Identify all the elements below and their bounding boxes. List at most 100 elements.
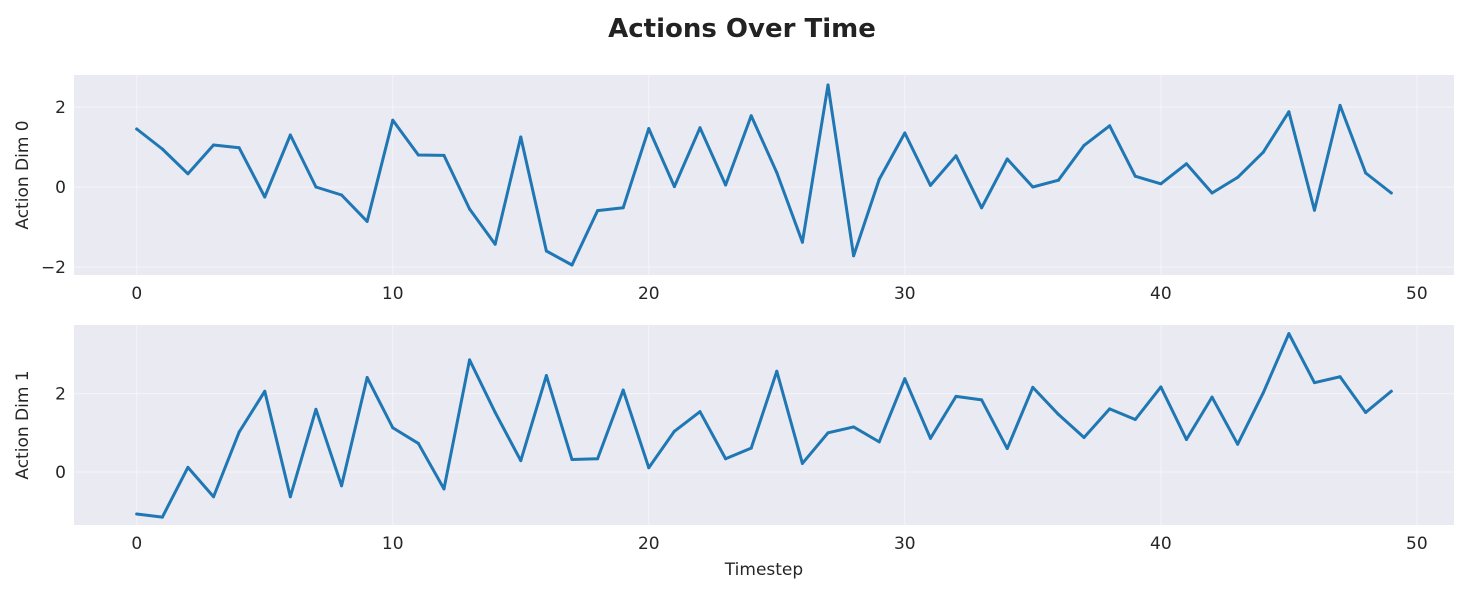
data-point xyxy=(237,430,241,434)
data-point xyxy=(1108,407,1112,411)
data-point xyxy=(1082,436,1086,440)
plot-area xyxy=(74,325,1454,525)
data-point xyxy=(1184,438,1188,442)
data-point xyxy=(596,457,600,461)
data-point xyxy=(775,171,779,175)
data-point xyxy=(1056,412,1060,416)
data-point xyxy=(826,431,830,435)
data-point xyxy=(1159,385,1163,389)
data-point xyxy=(903,131,907,135)
data-point xyxy=(519,135,523,139)
data-point xyxy=(314,407,318,411)
data-point xyxy=(852,425,856,429)
data-point xyxy=(928,436,932,440)
data-point xyxy=(980,398,984,402)
data-point xyxy=(570,458,574,462)
data-point xyxy=(314,185,318,189)
data-point xyxy=(877,440,881,444)
figure-title: Actions Over Time xyxy=(608,14,876,44)
data-point xyxy=(135,127,139,131)
data-point xyxy=(1210,191,1214,195)
data-point xyxy=(980,206,984,210)
data-point xyxy=(212,495,216,499)
data-point xyxy=(135,512,139,516)
data-point xyxy=(1389,389,1393,393)
data-point xyxy=(826,83,830,87)
data-point xyxy=(1159,182,1163,186)
data-point xyxy=(1364,410,1368,414)
y-axis-label: Action Dim 1 xyxy=(13,370,33,479)
data-point xyxy=(877,177,881,181)
data-point xyxy=(1338,375,1342,379)
data-point xyxy=(519,459,523,463)
x-tick-label: 40 xyxy=(1150,534,1172,554)
data-point xyxy=(1287,332,1291,336)
data-point xyxy=(621,206,625,210)
data-point xyxy=(903,377,907,381)
data-point xyxy=(237,146,241,150)
data-point xyxy=(340,484,344,488)
data-point xyxy=(1236,175,1240,179)
x-tick-label: 20 xyxy=(638,534,660,554)
data-point xyxy=(1312,381,1316,385)
y-tick-label: 0 xyxy=(55,178,66,198)
data-point xyxy=(416,441,420,445)
data-point xyxy=(340,193,344,197)
x-tick-label: 0 xyxy=(131,284,142,304)
subplot-1: 0 10 20 30 40 50 0 2 Action Dim 1 Timestep xyxy=(13,325,1454,580)
data-point xyxy=(544,374,548,378)
data-point xyxy=(1031,385,1035,389)
series-line-0 xyxy=(135,332,1393,519)
data-point xyxy=(288,495,292,499)
data-point xyxy=(724,457,728,461)
x-axis-label: Timestep xyxy=(724,560,803,580)
data-point xyxy=(468,358,472,362)
data-point xyxy=(468,207,472,211)
data-point xyxy=(775,369,779,373)
data-point xyxy=(1236,442,1240,446)
data-point xyxy=(1082,143,1086,147)
x-tick-label: 20 xyxy=(638,284,660,304)
data-point xyxy=(544,249,548,253)
data-point xyxy=(288,133,292,137)
data-point xyxy=(749,446,753,450)
data-point xyxy=(1261,150,1265,154)
data-point xyxy=(1133,174,1137,178)
data-point xyxy=(263,389,267,393)
data-point xyxy=(1005,447,1009,451)
data-point xyxy=(1056,178,1060,182)
data-point xyxy=(647,466,651,470)
y-tick-label: 2 xyxy=(55,98,66,118)
data-point xyxy=(442,153,446,157)
data-point xyxy=(1005,157,1009,161)
data-point xyxy=(186,172,190,176)
plot-area xyxy=(74,75,1454,275)
series-line-0 xyxy=(135,83,1393,267)
data-point xyxy=(724,183,728,187)
data-point xyxy=(365,376,369,380)
data-point xyxy=(596,209,600,213)
data-point xyxy=(800,461,804,465)
data-point xyxy=(1364,171,1368,175)
data-point xyxy=(1338,103,1342,107)
data-point xyxy=(852,254,856,258)
y-tick-label: 0 xyxy=(55,463,66,483)
x-tick-label: 50 xyxy=(1406,534,1428,554)
x-tick-label: 40 xyxy=(1150,284,1172,304)
data-point xyxy=(570,263,574,267)
data-point xyxy=(1287,110,1291,114)
data-point xyxy=(365,219,369,223)
data-point xyxy=(1031,185,1035,189)
data-point xyxy=(672,185,676,189)
y-axis-label: Action Dim 0 xyxy=(13,120,33,229)
x-tick-label: 0 xyxy=(131,534,142,554)
data-point xyxy=(263,195,267,199)
x-tick-label: 50 xyxy=(1406,284,1428,304)
data-point xyxy=(749,114,753,118)
data-point xyxy=(928,183,932,187)
data-point xyxy=(698,126,702,130)
data-point xyxy=(1184,162,1188,166)
data-point xyxy=(391,426,395,430)
data-point xyxy=(391,118,395,122)
